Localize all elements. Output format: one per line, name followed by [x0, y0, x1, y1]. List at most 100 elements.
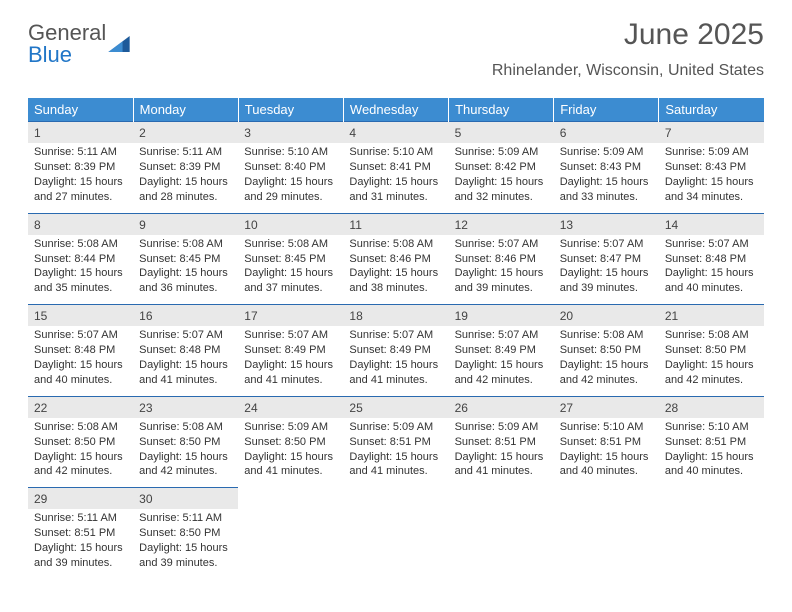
sunrise-text: Sunrise: 5:10 AM	[349, 145, 442, 160]
day-number-cell: 14	[659, 213, 764, 235]
sunset-text: Sunset: 8:46 PM	[455, 252, 548, 267]
daylight-text: Daylight: 15 hours and 40 minutes.	[665, 450, 758, 480]
sunrise-text: Sunrise: 5:09 AM	[244, 420, 337, 435]
daylight-text: Daylight: 15 hours and 41 minutes.	[455, 450, 548, 480]
day-number-row: 891011121314	[28, 213, 764, 235]
day-number-cell	[238, 488, 343, 510]
day-number: 23	[139, 401, 152, 415]
daylight-text: Daylight: 15 hours and 39 minutes.	[455, 266, 548, 296]
day-content-cell: Sunrise: 5:10 AMSunset: 8:51 PMDaylight:…	[659, 418, 764, 488]
day-number: 2	[139, 126, 146, 140]
sunset-text: Sunset: 8:50 PM	[665, 343, 758, 358]
day-number: 17	[244, 309, 257, 323]
day-number: 12	[455, 218, 468, 232]
day-content-cell: Sunrise: 5:09 AMSunset: 8:51 PMDaylight:…	[449, 418, 554, 488]
day-number-cell: 2	[133, 122, 238, 144]
daylight-text: Daylight: 15 hours and 31 minutes.	[349, 175, 442, 205]
sunset-text: Sunset: 8:46 PM	[349, 252, 442, 267]
day-number-cell	[343, 488, 448, 510]
sunset-text: Sunset: 8:47 PM	[560, 252, 653, 267]
calendar-container: Sunday Monday Tuesday Wednesday Thursday…	[0, 88, 792, 579]
day-content-row: Sunrise: 5:08 AMSunset: 8:50 PMDaylight:…	[28, 418, 764, 488]
sunset-text: Sunset: 8:42 PM	[455, 160, 548, 175]
sunset-text: Sunset: 8:50 PM	[139, 435, 232, 450]
day-content-row: Sunrise: 5:07 AMSunset: 8:48 PMDaylight:…	[28, 326, 764, 396]
day-number: 25	[349, 401, 362, 415]
sunset-text: Sunset: 8:43 PM	[560, 160, 653, 175]
day-content-cell	[343, 509, 448, 578]
sunrise-text: Sunrise: 5:08 AM	[560, 328, 653, 343]
day-content-cell: Sunrise: 5:07 AMSunset: 8:49 PMDaylight:…	[238, 326, 343, 396]
sunset-text: Sunset: 8:50 PM	[34, 435, 127, 450]
sunrise-text: Sunrise: 5:08 AM	[244, 237, 337, 252]
weekday-header: Tuesday	[238, 98, 343, 122]
weekday-header: Monday	[133, 98, 238, 122]
day-number-cell: 3	[238, 122, 343, 144]
day-number-cell: 11	[343, 213, 448, 235]
daylight-text: Daylight: 15 hours and 38 minutes.	[349, 266, 442, 296]
sunrise-text: Sunrise: 5:07 AM	[34, 328, 127, 343]
daylight-text: Daylight: 15 hours and 41 minutes.	[349, 450, 442, 480]
day-content-cell: Sunrise: 5:07 AMSunset: 8:49 PMDaylight:…	[343, 326, 448, 396]
sunset-text: Sunset: 8:49 PM	[455, 343, 548, 358]
day-number-cell: 4	[343, 122, 448, 144]
sunrise-text: Sunrise: 5:07 AM	[455, 328, 548, 343]
day-number: 15	[34, 309, 47, 323]
day-content-cell: Sunrise: 5:11 AMSunset: 8:39 PMDaylight:…	[28, 143, 133, 213]
sunrise-text: Sunrise: 5:11 AM	[34, 511, 127, 526]
sunrise-text: Sunrise: 5:07 AM	[560, 237, 653, 252]
sunrise-text: Sunrise: 5:09 AM	[455, 145, 548, 160]
sunrise-text: Sunrise: 5:07 AM	[349, 328, 442, 343]
day-number-cell: 8	[28, 213, 133, 235]
calendar-table: Sunday Monday Tuesday Wednesday Thursday…	[28, 98, 764, 579]
sunrise-text: Sunrise: 5:10 AM	[560, 420, 653, 435]
daylight-text: Daylight: 15 hours and 36 minutes.	[139, 266, 232, 296]
day-number: 5	[455, 126, 462, 140]
sunrise-text: Sunrise: 5:08 AM	[34, 237, 127, 252]
day-number-row: 22 23 24 25 26 27 28	[28, 396, 764, 418]
sunrise-text: Sunrise: 5:08 AM	[139, 420, 232, 435]
daylight-text: Daylight: 15 hours and 39 minutes.	[560, 266, 653, 296]
day-content-cell: Sunrise: 5:08 AMSunset: 8:50 PMDaylight:…	[554, 326, 659, 396]
day-number-row: 1234567	[28, 122, 764, 144]
day-number: 8	[34, 218, 41, 232]
daylight-text: Daylight: 15 hours and 42 minutes.	[34, 450, 127, 480]
day-number: 18	[349, 309, 362, 323]
weekday-header: Thursday	[449, 98, 554, 122]
day-content-cell: Sunrise: 5:07 AMSunset: 8:48 PMDaylight:…	[28, 326, 133, 396]
sunset-text: Sunset: 8:51 PM	[665, 435, 758, 450]
weekday-header: Sunday	[28, 98, 133, 122]
daylight-text: Daylight: 15 hours and 42 minutes.	[455, 358, 548, 388]
day-number: 19	[455, 309, 468, 323]
sunset-text: Sunset: 8:51 PM	[560, 435, 653, 450]
day-number: 7	[665, 126, 672, 140]
day-content-row: Sunrise: 5:11 AMSunset: 8:39 PMDaylight:…	[28, 143, 764, 213]
daylight-text: Daylight: 15 hours and 41 minutes.	[349, 358, 442, 388]
sunrise-text: Sunrise: 5:11 AM	[139, 145, 232, 160]
daylight-text: Daylight: 15 hours and 41 minutes.	[244, 358, 337, 388]
day-content-cell: Sunrise: 5:10 AMSunset: 8:41 PMDaylight:…	[343, 143, 448, 213]
day-number: 27	[560, 401, 573, 415]
day-number: 20	[560, 309, 573, 323]
day-content-cell: Sunrise: 5:11 AMSunset: 8:39 PMDaylight:…	[133, 143, 238, 213]
day-content-row: Sunrise: 5:08 AMSunset: 8:44 PMDaylight:…	[28, 235, 764, 305]
day-number-cell: 12	[449, 213, 554, 235]
daylight-text: Daylight: 15 hours and 39 minutes.	[34, 541, 127, 571]
day-number: 29	[34, 492, 47, 506]
day-number-cell: 28	[659, 396, 764, 418]
daylight-text: Daylight: 15 hours and 40 minutes.	[34, 358, 127, 388]
day-number-cell: 17	[238, 305, 343, 327]
day-number-cell: 30	[133, 488, 238, 510]
sunset-text: Sunset: 8:49 PM	[349, 343, 442, 358]
daylight-text: Daylight: 15 hours and 39 minutes.	[139, 541, 232, 571]
day-number-cell: 24	[238, 396, 343, 418]
sunset-text: Sunset: 8:44 PM	[34, 252, 127, 267]
logo-blue-text: Blue	[28, 44, 72, 66]
day-number-cell: 26	[449, 396, 554, 418]
daylight-text: Daylight: 15 hours and 42 minutes.	[665, 358, 758, 388]
day-number: 14	[665, 218, 678, 232]
logo-triangle-icon	[108, 36, 130, 52]
day-number: 22	[34, 401, 47, 415]
day-number-cell: 29	[28, 488, 133, 510]
daylight-text: Daylight: 15 hours and 42 minutes.	[139, 450, 232, 480]
